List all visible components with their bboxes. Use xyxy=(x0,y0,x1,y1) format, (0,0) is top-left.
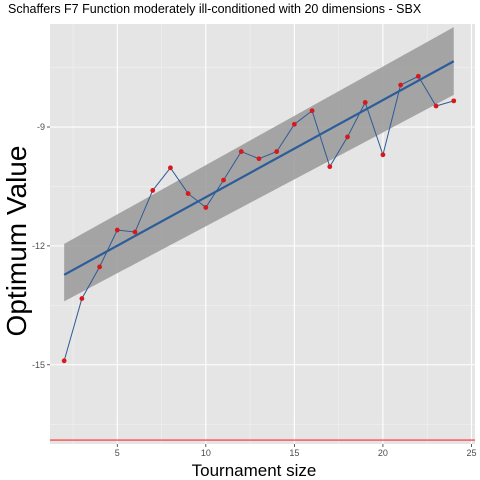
data-point xyxy=(168,165,173,171)
data-point xyxy=(291,121,297,127)
data-point xyxy=(238,149,244,154)
data-point xyxy=(415,73,421,79)
x-tick-label: 25 xyxy=(466,448,476,458)
data-point xyxy=(345,134,350,140)
confidence-ribbon xyxy=(64,27,454,302)
x-tick-label: 5 xyxy=(115,448,120,458)
data-point xyxy=(309,108,315,114)
data-point xyxy=(327,164,333,170)
data-point xyxy=(256,156,262,162)
data-point xyxy=(150,188,156,193)
x-axis-title: Tournament size xyxy=(192,461,317,480)
x-tick-label: 10 xyxy=(201,448,211,458)
data-point xyxy=(380,152,386,158)
data-point xyxy=(132,229,138,235)
y-tick-label: -15 xyxy=(32,360,45,370)
y-axis-title: Optimum Value xyxy=(1,146,32,337)
axes: 5 10 15 20 25 -15 -12 -9 xyxy=(32,122,476,458)
regression-line xyxy=(63,60,455,276)
data-point xyxy=(398,82,404,88)
data-point xyxy=(451,98,457,104)
y-tick-label: -12 xyxy=(32,241,45,251)
data-point xyxy=(433,103,439,109)
data-point xyxy=(221,177,226,183)
data-point xyxy=(61,358,67,364)
data-point xyxy=(97,264,102,270)
trend-line xyxy=(63,60,455,276)
data-point xyxy=(79,296,85,301)
data-point xyxy=(203,205,209,210)
data-point xyxy=(274,149,280,154)
data-point xyxy=(185,191,191,196)
x-tick-label: 15 xyxy=(289,448,299,458)
x-tick-label: 20 xyxy=(378,448,388,458)
data-point xyxy=(114,227,120,233)
y-tick-label: -9 xyxy=(37,122,45,132)
confidence-band xyxy=(64,27,454,302)
data-points xyxy=(61,73,457,364)
data-point xyxy=(362,100,368,105)
chart-title: Schaffers F7 Function moderately ill-con… xyxy=(8,2,422,16)
